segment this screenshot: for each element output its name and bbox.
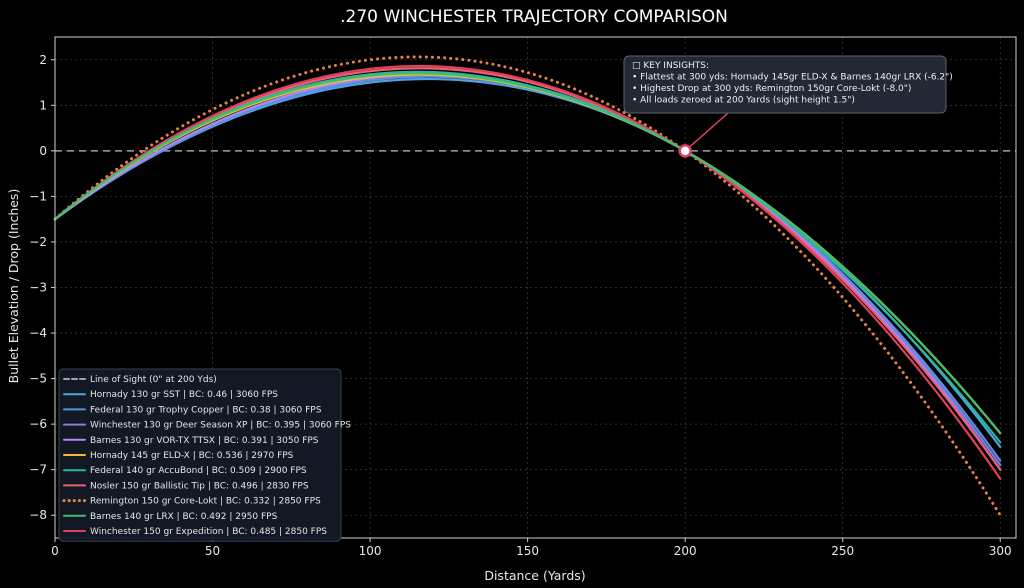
y-tick-label: −7 [29, 463, 47, 477]
x-axis-label: Distance (Yards) [484, 568, 585, 583]
legend-label: Remington 150 gr Core-Lokt | BC: 0.332 |… [90, 497, 321, 507]
y-tick-label: 2 [39, 53, 47, 67]
legend-label: Hornady 130 gr SST | BC: 0.46 | 3060 FPS [90, 390, 278, 400]
series-line [53, 72, 1002, 435]
y-tick-label: −5 [29, 372, 47, 386]
x-tick-label: 0 [51, 544, 59, 558]
y-tick-label: −8 [29, 508, 47, 522]
legend-label: Winchester 130 gr Deer Season XP | BC: 0… [90, 421, 351, 431]
y-tick-label: −1 [29, 189, 47, 203]
x-tick-label: 150 [516, 544, 539, 558]
legend-label: Winchester 150 gr Expedition | BC: 0.485… [90, 527, 327, 537]
legend-label: Federal 130 gr Trophy Copper | BC: 0.38 … [90, 405, 322, 415]
insight-line: □ KEY INSIGHTS: [632, 61, 709, 71]
series-line [53, 67, 1002, 471]
insight-line: • Flattest at 300 yds: Hornady 145gr ELD… [632, 73, 953, 83]
y-tick-label: −6 [29, 417, 47, 431]
x-tick-label: 100 [359, 544, 382, 558]
y-tick-label: 1 [39, 98, 47, 112]
series-line [53, 55, 1002, 517]
y-tick-label: −4 [29, 326, 47, 340]
legend: Line of Sight (0" at 200 Yds) Hornady 130… [58, 368, 351, 542]
legend-label: Line of Sight (0" at 200 Yds) [90, 375, 217, 385]
y-tick-label: 0 [39, 144, 47, 158]
legend-box [58, 368, 342, 542]
x-tick-label: 50 [205, 544, 220, 558]
legend-label: Barnes 140 gr LRX | BC: 0.492 | 2950 FPS [90, 512, 278, 522]
x-tick-label: 250 [831, 544, 854, 558]
y-axis-label: Bullet Elevation / Drop (Inches) [6, 189, 21, 384]
series-line [53, 64, 1002, 480]
legend-label: Federal 140 gr AccuBond | BC: 0.509 | 29… [90, 466, 307, 476]
insight-line: • All loads zeroed at 200 Yards (sight h… [632, 96, 855, 106]
legend-label: Nosler 150 gr Ballistic Tip | BC: 0.496 … [90, 481, 309, 491]
insight-line: • Highest Drop at 300 yds: Remington 150… [632, 84, 911, 94]
key-insights-box: □ KEY INSIGHTS: • Flattest at 300 yds: Ho… [623, 55, 953, 114]
zero-marker-layer [678, 112, 729, 158]
axis-ticks: 0 50 100 150 200 250 300 2 1 0 −1 −2 −3 −4 −5 −6 −7 −8 [29, 53, 1011, 558]
y-tick-label: −3 [29, 281, 47, 295]
y-tick-label: −2 [29, 235, 47, 249]
series-layer [53, 55, 1002, 517]
x-tick-label: 300 [989, 544, 1012, 558]
legend-label: Barnes 130 gr VOR-TX TTSX | BC: 0.391 | … [90, 436, 319, 446]
x-tick-label: 200 [674, 544, 697, 558]
insight-box-bg [623, 55, 947, 114]
zero-point-marker [678, 144, 692, 158]
annotation-arrow [684, 112, 729, 152]
legend-label: Hornady 145 gr ELD-X | BC: 0.536 | 2970 … [90, 451, 294, 461]
chart-title: .270 WINCHESTER TRAJECTORY COMPARISON [340, 7, 728, 27]
